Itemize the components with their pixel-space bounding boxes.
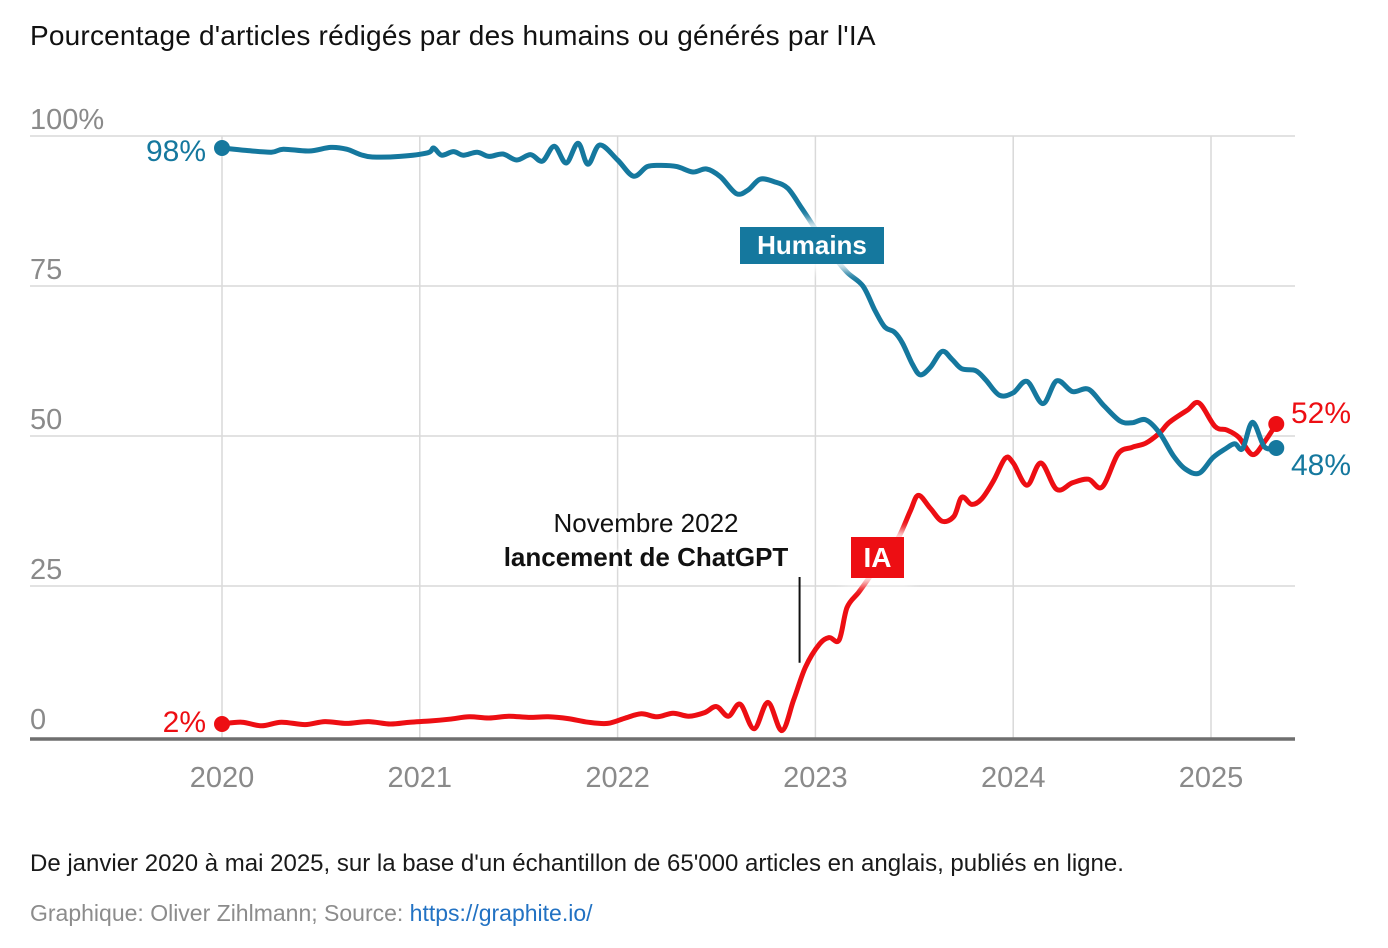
x-axis-tick-label: 2020 xyxy=(190,762,255,794)
source-link[interactable]: https://graphite.io/ xyxy=(409,900,593,926)
ai-start-dot xyxy=(214,716,230,732)
footnote: De janvier 2020 à mai 2025, sur la base … xyxy=(30,850,1124,877)
humans-start-dot xyxy=(214,140,230,156)
ai-end-dot xyxy=(1268,416,1285,432)
ai-line xyxy=(219,399,1279,734)
humans-end-value: 48% xyxy=(1291,449,1352,482)
ai-series-badge: IA xyxy=(851,537,904,578)
y-axis-tick-label: 100% xyxy=(30,104,104,136)
credit-line: Graphique: Oliver Zihlmann; Source: http… xyxy=(30,900,593,927)
annotation-date: Novembre 2022 xyxy=(553,508,739,538)
x-axis-tick-label: 2022 xyxy=(585,762,650,794)
y-axis-tick-label: 25 xyxy=(30,554,62,586)
ai-start-value: 2% xyxy=(162,706,206,739)
annotation-event: lancement de ChatGPT xyxy=(503,542,789,572)
ai-end-value: 52% xyxy=(1291,397,1352,430)
chatgpt-launch-annotation: Novembre 2022 lancement de ChatGPT xyxy=(446,506,846,574)
y-axis-tick-label: 50 xyxy=(30,404,62,436)
x-axis-tick-label: 2023 xyxy=(783,762,848,794)
x-axis-tick-label: 2021 xyxy=(388,762,453,794)
x-axis-tick-label: 2024 xyxy=(981,762,1046,794)
humans-start-value: 98% xyxy=(145,135,206,168)
credit-text: Graphique: Oliver Zihlmann; Source: xyxy=(30,900,410,926)
y-axis-tick-label: 75 xyxy=(30,254,62,286)
humans-series-badge: Humains xyxy=(740,227,884,264)
x-axis-tick-label: 2025 xyxy=(1179,762,1244,794)
chart-title: Pourcentage d'articles rédigés par des h… xyxy=(30,20,876,51)
humans-line xyxy=(219,140,1279,477)
y-axis-tick-label: 0 xyxy=(30,704,46,736)
humans-end-dot xyxy=(1268,440,1285,456)
